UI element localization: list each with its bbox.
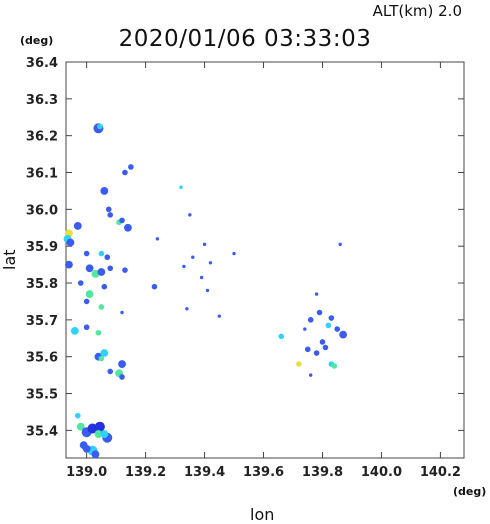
data-point	[85, 264, 94, 273]
axis-ticks: 139.0 139.2 139.4 139.6 139.8 140.0 140.2 35.4 3…	[26, 56, 464, 480]
data-point	[98, 250, 105, 257]
data-point	[188, 213, 192, 217]
y-tick-label: 36.4	[26, 56, 58, 71]
data-point	[94, 421, 105, 432]
data-point	[303, 327, 307, 331]
data-point	[82, 444, 91, 453]
data-point	[316, 309, 323, 316]
y-tick-label: 36.0	[26, 203, 58, 218]
data-point	[304, 346, 311, 353]
data-point	[91, 450, 100, 459]
data-point	[101, 283, 108, 290]
altitude-label: ALT(km) 2.0	[372, 2, 462, 20]
data-point	[191, 255, 195, 259]
data-point	[77, 280, 84, 286]
data-point	[128, 164, 134, 170]
data-point	[322, 344, 329, 351]
data-point	[179, 185, 183, 189]
y-axis-label: lat	[0, 249, 19, 270]
data-point	[313, 350, 320, 356]
data-point	[85, 290, 94, 298]
y-tick-label: 35.7	[26, 314, 58, 329]
data-point	[76, 422, 85, 431]
y-tick-label: 35.5	[26, 388, 58, 403]
data-point	[83, 250, 90, 257]
data-point	[124, 223, 132, 232]
x-tick-label: 140.2	[420, 465, 461, 480]
data-point	[119, 217, 125, 224]
data-point	[70, 327, 79, 335]
data-point	[319, 339, 326, 345]
y-tick-label: 35.8	[26, 277, 58, 292]
data-point	[65, 260, 73, 269]
data-point	[185, 307, 189, 311]
data-point	[199, 275, 204, 280]
data-point	[98, 355, 105, 362]
x-tick-label: 139.4	[184, 465, 225, 480]
data-point	[66, 238, 75, 247]
data-point	[205, 288, 210, 293]
y-tick-label: 36.1	[26, 167, 58, 182]
data-point	[296, 361, 302, 367]
data-point	[97, 268, 106, 276]
data-point	[122, 267, 128, 273]
data-point	[83, 324, 90, 331]
plot-frame	[65, 61, 465, 459]
y-tick-label: 35.9	[26, 240, 58, 255]
y-tick-label: 35.6	[26, 351, 58, 366]
data-point	[314, 292, 319, 296]
data-point	[278, 333, 285, 340]
x-tick-label: 139.6	[243, 465, 284, 480]
data-point	[73, 222, 82, 230]
data-point	[100, 430, 109, 438]
data-point	[202, 242, 207, 247]
data-point	[232, 251, 236, 256]
data-point	[334, 326, 341, 332]
data-point	[331, 363, 338, 369]
data-point	[122, 169, 128, 176]
data-point	[83, 298, 90, 305]
data-point	[107, 265, 114, 272]
data-point	[339, 330, 348, 339]
data-points	[63, 123, 348, 459]
x-tick-label: 139.8	[302, 465, 343, 480]
chart-title-timestamp: 2020/01/06 03:33:03	[118, 26, 372, 52]
x-axis-unit: (deg)	[453, 485, 487, 498]
data-point	[155, 237, 160, 241]
data-point	[208, 261, 213, 265]
data-point	[307, 317, 314, 323]
data-point	[119, 374, 125, 380]
x-tick-label: 139.2	[125, 465, 166, 480]
data-point	[107, 212, 114, 218]
x-tick-label: 139.0	[66, 465, 107, 480]
x-axis-label: lon	[250, 505, 275, 524]
data-point	[100, 187, 109, 195]
data-point	[107, 368, 114, 375]
y-tick-label: 36.3	[26, 93, 58, 108]
data-point	[118, 360, 126, 368]
data-point	[120, 310, 124, 315]
data-point	[97, 123, 103, 130]
y-tick-label: 36.2	[26, 130, 58, 145]
y-axis-unit: (deg)	[20, 34, 54, 47]
data-point	[328, 315, 335, 321]
data-point	[98, 304, 105, 310]
data-point	[94, 430, 103, 438]
x-tick-label: 140.0	[361, 465, 402, 480]
y-tick-label: 35.4	[26, 424, 58, 439]
data-point	[325, 322, 332, 329]
data-point	[151, 283, 158, 290]
data-point	[74, 412, 81, 419]
data-point	[104, 254, 111, 261]
data-point	[308, 373, 313, 377]
data-point	[91, 269, 100, 278]
data-point	[182, 264, 186, 269]
data-point	[100, 349, 109, 357]
data-point	[105, 206, 112, 213]
data-point	[338, 242, 342, 247]
data-point	[95, 329, 102, 336]
data-point	[217, 314, 222, 318]
